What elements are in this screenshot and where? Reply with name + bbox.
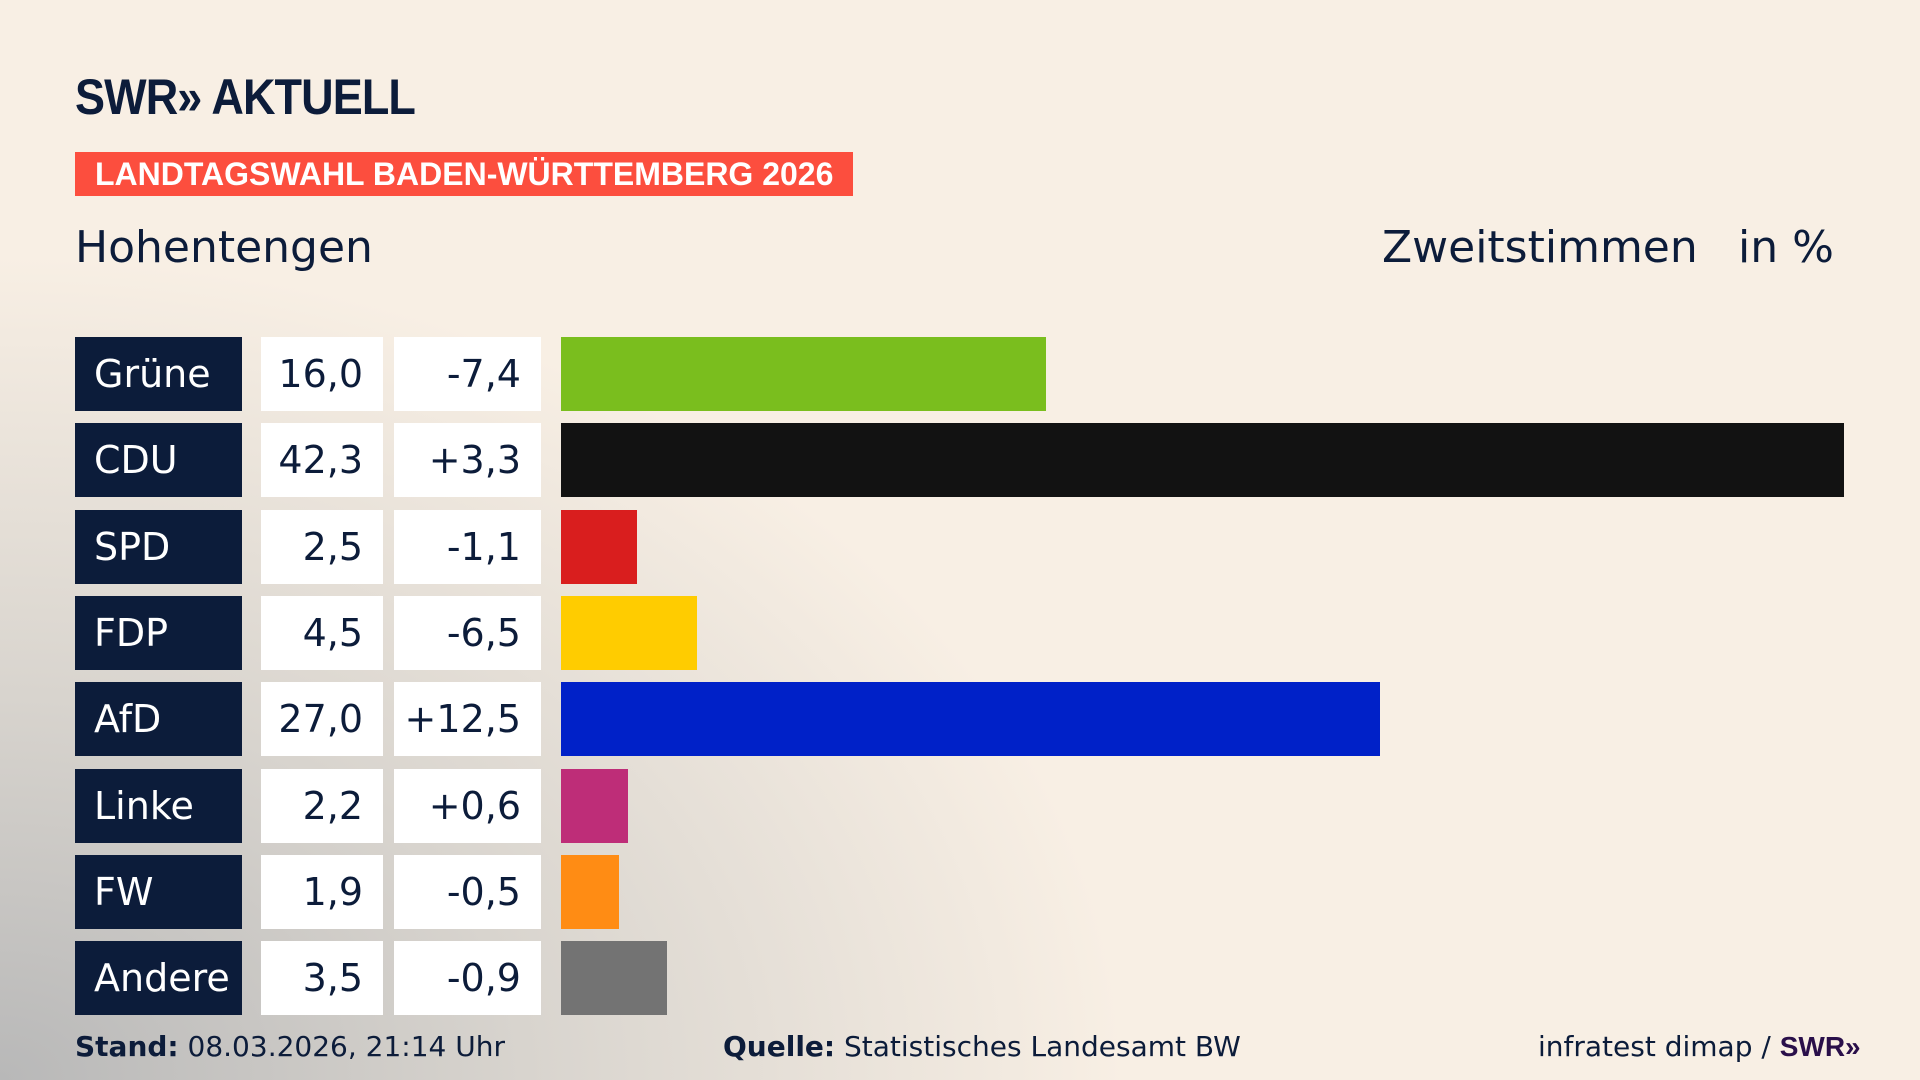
value-label: 4,5 — [261, 595, 383, 670]
bar — [561, 768, 628, 843]
party-label: FW — [75, 854, 242, 929]
party-label: CDU — [75, 423, 242, 498]
value-label: 2,2 — [261, 768, 383, 843]
party-label: Grüne — [75, 337, 242, 411]
value-label: 42,3 — [261, 423, 383, 498]
party-label: Andere — [75, 941, 242, 1016]
party-label: AfD — [75, 682, 242, 757]
change-label: +0,6 — [394, 768, 541, 843]
change-label: -0,5 — [394, 854, 541, 929]
change-label: -1,1 — [394, 509, 541, 584]
bar — [561, 682, 1380, 757]
bar-row: Linke 2,2 +0,6 — [75, 768, 1875, 843]
source: Quelle: Statistisches Landesamt BW — [723, 1030, 1241, 1063]
bar — [561, 941, 668, 1016]
value-label: 3,5 — [261, 941, 383, 1016]
value-label: 2,5 — [261, 509, 383, 584]
unit-label: in % — [1738, 222, 1834, 273]
source-label: Quelle: — [723, 1030, 836, 1063]
party-label: SPD — [75, 509, 242, 584]
bar-row: FDP 4,5 -6,5 — [75, 595, 1875, 670]
change-label: +3,3 — [394, 423, 541, 498]
bar — [561, 854, 619, 929]
bar — [561, 337, 1047, 411]
source-value: Statistisches Landesamt BW — [844, 1030, 1241, 1063]
bar-row: Grüne 16,0 -7,4 — [75, 337, 1875, 411]
bar — [561, 595, 698, 670]
bar-row: FW 1,9 -0,5 — [75, 854, 1875, 929]
bar-row: CDU 42,3 +3,3 — [75, 423, 1875, 498]
change-label: -6,5 — [394, 595, 541, 670]
bar-row: SPD 2,5 -1,1 — [75, 509, 1875, 584]
bar-row: Andere 3,5 -0,9 — [75, 941, 1875, 1016]
bar — [561, 509, 637, 584]
bar-row: AfD 27,0 +12,5 — [75, 682, 1875, 757]
change-label: -7,4 — [394, 337, 541, 411]
change-label: +12,5 — [394, 682, 541, 757]
election-banner: LANDTAGSWAHL BADEN-WÜRTTEMBERG 2026 — [75, 152, 854, 196]
change-label: -0,9 — [394, 941, 541, 1016]
swr-aktuell-logo: SWR» AKTUELL — [75, 69, 416, 125]
value-label: 27,0 — [261, 682, 383, 757]
value-label: 1,9 — [261, 854, 383, 929]
timestamp: Stand: 08.03.2026, 21:14 Uhr — [75, 1030, 505, 1063]
credit: infratest dimap / SWR» — [1538, 1030, 1861, 1063]
credit-text: infratest dimap / — [1538, 1030, 1771, 1063]
page-title: Hohentengen — [75, 222, 373, 273]
party-label: FDP — [75, 595, 242, 670]
value-label: 16,0 — [261, 337, 383, 411]
swr-logo: SWR» — [1779, 1031, 1861, 1062]
stand-value: 08.03.2026, 21:14 Uhr — [187, 1030, 505, 1063]
stand-label: Stand: — [75, 1030, 179, 1063]
bar — [561, 423, 1844, 498]
vote-type-label: Zweitstimmen — [1382, 222, 1698, 273]
party-label: Linke — [75, 768, 242, 843]
